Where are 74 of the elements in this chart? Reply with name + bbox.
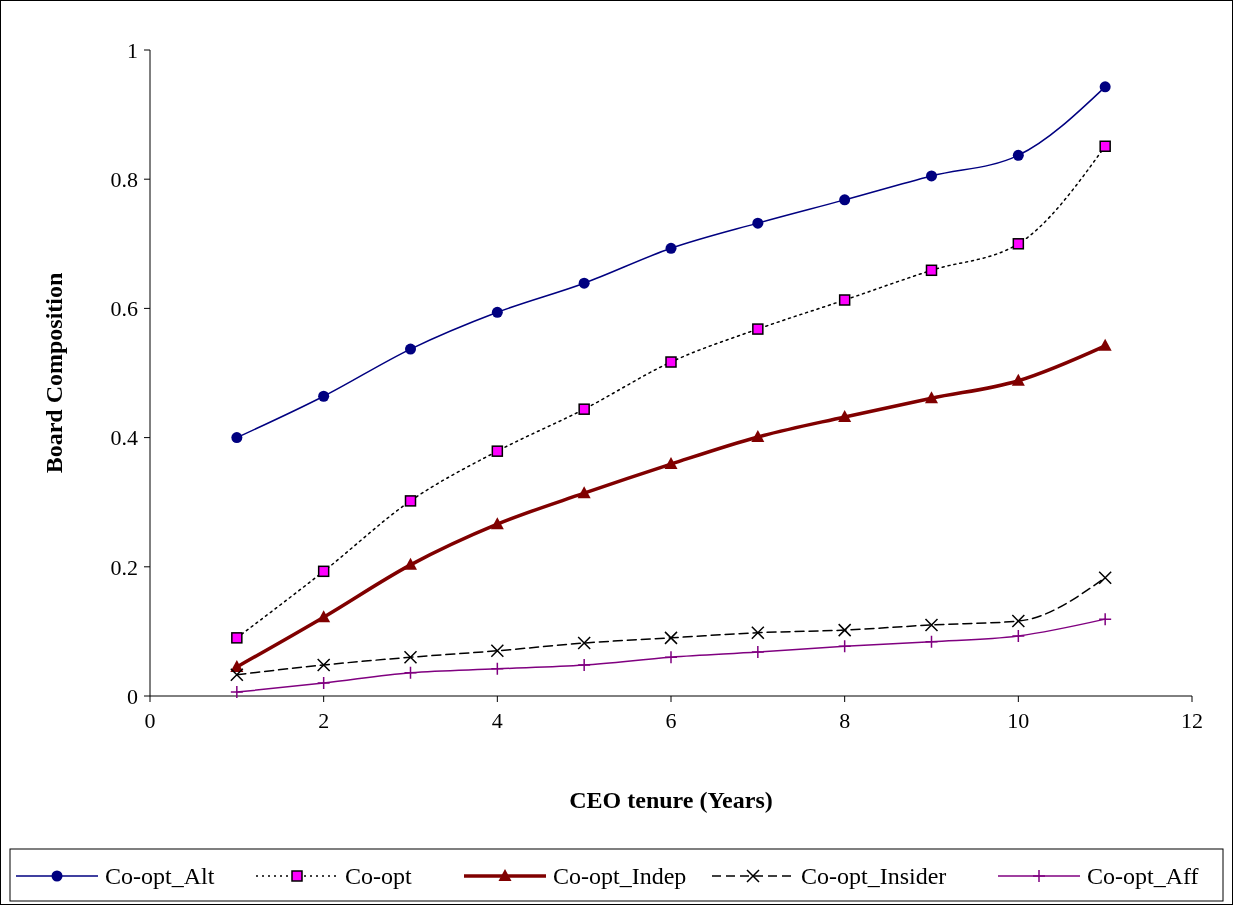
point <box>838 294 851 306</box>
point <box>751 625 765 640</box>
point <box>578 403 590 415</box>
point <box>925 391 938 404</box>
point <box>491 306 503 318</box>
point <box>838 409 852 422</box>
point <box>926 170 937 182</box>
point <box>925 264 938 277</box>
point <box>1011 629 1026 643</box>
point <box>317 565 330 578</box>
point <box>1098 612 1112 626</box>
y-tick-label: 0 <box>127 683 138 709</box>
point <box>405 343 416 355</box>
point <box>664 457 678 470</box>
point <box>1099 140 1111 152</box>
point <box>837 639 852 654</box>
legend-label: Co-opt_Insider <box>801 863 947 890</box>
y-tick-label: 0.2 <box>110 554 138 580</box>
point <box>1011 373 1025 386</box>
point <box>490 644 505 658</box>
point <box>490 662 505 676</box>
point <box>491 445 504 457</box>
x-tick-label: 6 <box>665 708 677 733</box>
y-tick-label: 0.8 <box>110 166 138 192</box>
point <box>1099 81 1111 93</box>
point <box>578 277 590 289</box>
point <box>577 658 591 672</box>
point <box>752 217 764 229</box>
point <box>751 429 765 442</box>
point <box>317 610 331 623</box>
point <box>1012 149 1024 161</box>
point <box>664 631 678 645</box>
point <box>839 194 851 206</box>
point <box>1098 338 1112 351</box>
x-tick-label: 2 <box>318 708 330 733</box>
point <box>404 557 417 570</box>
point <box>924 618 939 632</box>
y-tick-label: 1 <box>127 37 138 63</box>
x-tick-label: 4 <box>491 708 503 733</box>
x-tick-label: 8 <box>839 708 851 733</box>
point <box>665 242 677 254</box>
point <box>318 390 330 402</box>
legend-label: Co-opt_Aff <box>1087 863 1199 890</box>
point <box>577 486 591 499</box>
x-tick-label: 0 <box>144 708 156 733</box>
point <box>403 665 418 680</box>
y-tick-label: 0.4 <box>110 425 138 451</box>
legend-label: Co-opt_Indep <box>553 863 687 890</box>
point <box>316 658 331 672</box>
point <box>665 356 677 368</box>
point <box>404 495 417 507</box>
point <box>231 632 243 644</box>
point <box>752 323 764 335</box>
point <box>1098 571 1112 585</box>
point <box>1011 614 1026 628</box>
x-tick-label: 10 <box>1007 708 1030 733</box>
y-axis-title: Board Composition <box>41 272 67 474</box>
x-axis-title: CEO tenure (Years) <box>569 787 773 813</box>
y-tick-label: 0.6 <box>110 296 138 322</box>
point <box>230 667 244 682</box>
point <box>316 676 331 690</box>
point <box>577 636 591 650</box>
point <box>1012 238 1025 250</box>
legend-label: Co-opt_Alt <box>105 863 215 890</box>
point <box>403 650 418 664</box>
point <box>751 645 765 659</box>
x-tick-label: 12 <box>1181 708 1203 733</box>
point <box>924 634 939 649</box>
legend-label: Co-opt <box>345 863 412 890</box>
point <box>230 685 244 699</box>
point <box>490 517 504 530</box>
point <box>837 623 852 637</box>
point <box>231 432 243 444</box>
point <box>664 650 678 664</box>
